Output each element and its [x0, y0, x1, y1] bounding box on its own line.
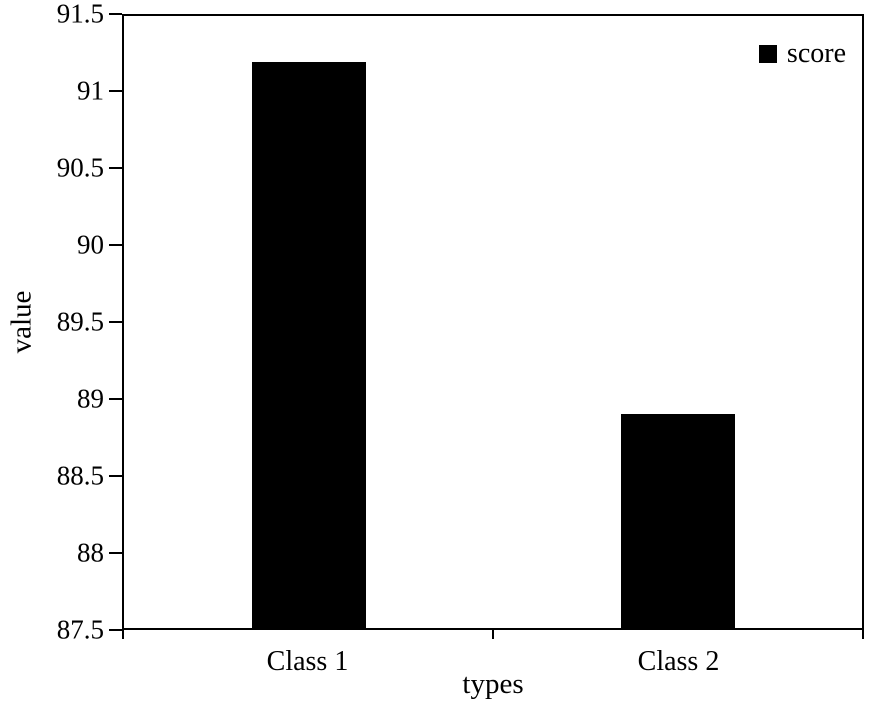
y-tick-label: 89	[77, 383, 104, 414]
y-tick-label: 90	[77, 229, 104, 260]
y-tick-mark	[109, 90, 122, 92]
y-tick-label: 88.5	[56, 460, 104, 491]
legend-label: score	[786, 38, 846, 69]
y-tick-mark	[109, 13, 122, 15]
y-tick-label: 89.5	[56, 306, 104, 337]
x-tick-label-class-1: Class 1	[266, 646, 349, 677]
bar-class-1	[252, 62, 366, 628]
legend-swatch-icon	[758, 45, 777, 63]
y-tick-mark	[109, 167, 122, 169]
y-tick-mark	[109, 552, 122, 554]
bar-class-2	[621, 414, 735, 628]
x-tick-mark	[122, 628, 124, 639]
x-tick-mark	[492, 628, 494, 639]
y-tick-mark	[109, 244, 122, 246]
y-tick-label: 91.5	[56, 0, 104, 29]
y-tick-mark	[109, 321, 122, 323]
x-tick-label-class-2: Class 2	[637, 646, 720, 677]
legend: score	[758, 38, 846, 70]
y-tick-mark	[109, 475, 122, 477]
y-tick-label: 87.5	[56, 614, 104, 645]
y-tick-label: 90.5	[56, 152, 104, 183]
x-axis-title: types	[462, 668, 524, 700]
y-tick-mark	[109, 629, 122, 631]
y-tick-label: 88	[77, 537, 104, 568]
plot-area: score	[122, 14, 864, 630]
x-tick-mark	[862, 628, 864, 639]
y-axis-title: value	[5, 290, 38, 354]
y-tick-label: 91	[77, 75, 104, 106]
y-tick-mark	[109, 398, 122, 400]
